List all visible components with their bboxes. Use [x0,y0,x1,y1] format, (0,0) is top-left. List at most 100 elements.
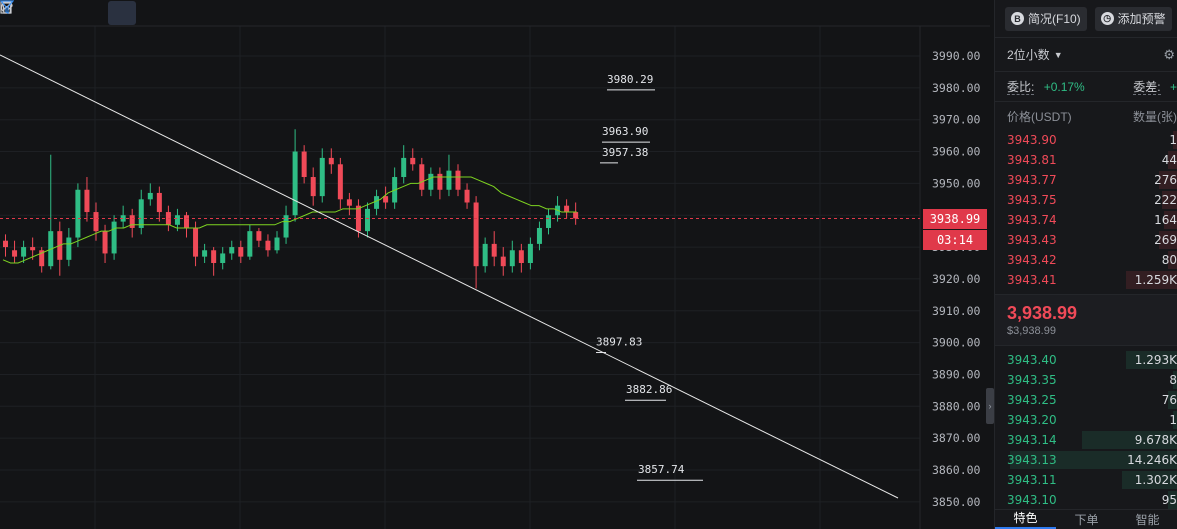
candle-body [156,192,162,213]
candle-body [256,231,262,241]
trash-icon[interactable] [2,0,64,25]
candlestick-chart[interactable]: 3990.003980.003970.003960.003950.003940.… [0,0,994,529]
candle-body [247,231,253,257]
ask-qty: 1 [1169,133,1177,147]
add-alert-button[interactable]: ◷ 添加预警 [1094,6,1172,31]
candle-body [66,237,72,260]
candle-body [147,192,153,200]
ask-price: 3943.43 [1007,233,1057,247]
bid-qty: 1.293K [1134,353,1177,367]
bids-list: 3943.40 1.293K 3943.35 8 3943.25 76 3943.20 1 39… [995,350,1177,510]
candle-body [292,151,298,216]
candle-body [12,250,18,257]
bid-price: 3943.11 [1007,473,1057,487]
bid-row[interactable]: 3943.13 14.246K [995,450,1177,470]
candle-countdown-tag: 03:14 [923,230,987,250]
ratio-value: +0.17% [1043,80,1085,94]
decimals-value: 2位小数 [1007,48,1050,62]
ask-row[interactable]: 3943.77 276 [995,170,1177,190]
price-tick-label: 3870.00 [932,431,981,445]
bid-row[interactable]: 3943.35 8 [995,370,1177,390]
candle-body [39,250,45,267]
price-tick-label: 3970.00 [932,113,981,127]
depth-bar [1009,451,1177,469]
depth-bar [1158,231,1177,249]
candle-body [174,215,180,225]
candle-body [546,215,551,228]
price-annotation-label: 3957.38 [602,146,648,159]
order-ratio-row: 委比: +0.17% 委差: + [995,72,1177,102]
bid-row[interactable]: 3943.25 76 [995,390,1177,410]
candle-body [518,250,524,263]
ask-row[interactable]: 3943.42 80 [995,250,1177,270]
asks-list: 3943.90 1 3943.81 44 3943.77 276 3943.75 222 394… [995,130,1177,290]
candle-body [473,202,479,267]
last-price: 3,938.99 [1007,303,1078,323]
candle-body [211,250,217,263]
candle-body [509,250,515,267]
price-annotation-label: 3857.74 [638,463,685,476]
tab-order[interactable]: 下单 [1074,513,1099,527]
diff-label: 委差: [1133,80,1161,95]
depth-bar [1122,471,1177,489]
candle-body [202,250,208,257]
ask-row[interactable]: 3943.41 1.259K [995,270,1177,290]
depth-bar [1173,371,1177,389]
candle-body [265,240,271,251]
candle-body [301,151,307,178]
panel-collapse-handle[interactable]: › [986,388,994,424]
ask-qty: 222 [1154,193,1177,207]
bid-price: 3943.35 [1007,373,1057,387]
candle-body [93,212,99,232]
ask-row[interactable]: 3943.90 1 [995,130,1177,150]
bid-qty: 14.246K [1127,453,1177,467]
depth-bar [1167,151,1177,169]
last-price-usd: $3,938.99 [1007,325,1056,337]
order-book-header: 价格(USDT) 数量(张) [995,102,1177,130]
candle-body [536,227,542,244]
bid-row[interactable]: 3943.40 1.293K [995,350,1177,370]
ask-price: 3943.75 [1007,193,1057,207]
qty-column-header: 数量(张) [1133,109,1177,124]
ask-row[interactable]: 3943.74 164 [995,210,1177,230]
candle-body [527,243,533,263]
price-tick-label: 3950.00 [932,176,981,190]
gear-icon[interactable]: ⚙ [1163,46,1175,62]
bid-row[interactable]: 3943.20 1 [995,410,1177,430]
bid-row[interactable]: 3943.14 9.678K [995,430,1177,450]
alarm-icon: ◷ [1100,12,1114,25]
ask-price: 3943.41 [1007,273,1057,287]
ask-qty: 80 [1161,253,1177,267]
candle-body [437,173,443,190]
diff-value: + [1169,80,1177,94]
chart-canvas[interactable]: 3990.003980.003970.003960.003950.003940.… [0,0,990,529]
candle-body [374,196,380,209]
decimals-dropdown[interactable]: 2位小数 ▼ [1007,46,1063,63]
tab-featured[interactable]: 特色 [995,509,1056,529]
ask-price: 3943.77 [1007,173,1057,187]
magnet-icon[interactable] [0,1,100,25]
candle-body [120,215,126,222]
candle-body [220,253,226,263]
price-tick-label: 3920.00 [932,272,981,286]
price-annotation-label: 3963.90 [602,125,648,138]
depth-bar [1158,171,1177,189]
ask-row[interactable]: 3943.75 222 [995,190,1177,210]
candle-body [500,256,506,267]
ask-row[interactable]: 3943.43 269 [995,230,1177,250]
candle-body [328,157,334,165]
depth-bar [1173,411,1177,429]
ask-price: 3943.74 [1007,213,1057,227]
filter-icon[interactable] [0,0,136,25]
overview-button[interactable]: B 简况(F10) [1005,6,1087,31]
bid-row[interactable]: 3943.11 1.302K [995,470,1177,490]
bid-price: 3943.14 [1007,433,1057,447]
ask-row[interactable]: 3943.81 44 [995,150,1177,170]
bid-price: 3943.25 [1007,393,1057,407]
tab-smart[interactable]: 智能 [1135,513,1160,527]
bid-row[interactable]: 3943.10 95 [995,490,1177,510]
depth-bar [1162,191,1177,209]
bid-qty: 8 [1169,373,1177,387]
depth-bar [1126,351,1177,369]
